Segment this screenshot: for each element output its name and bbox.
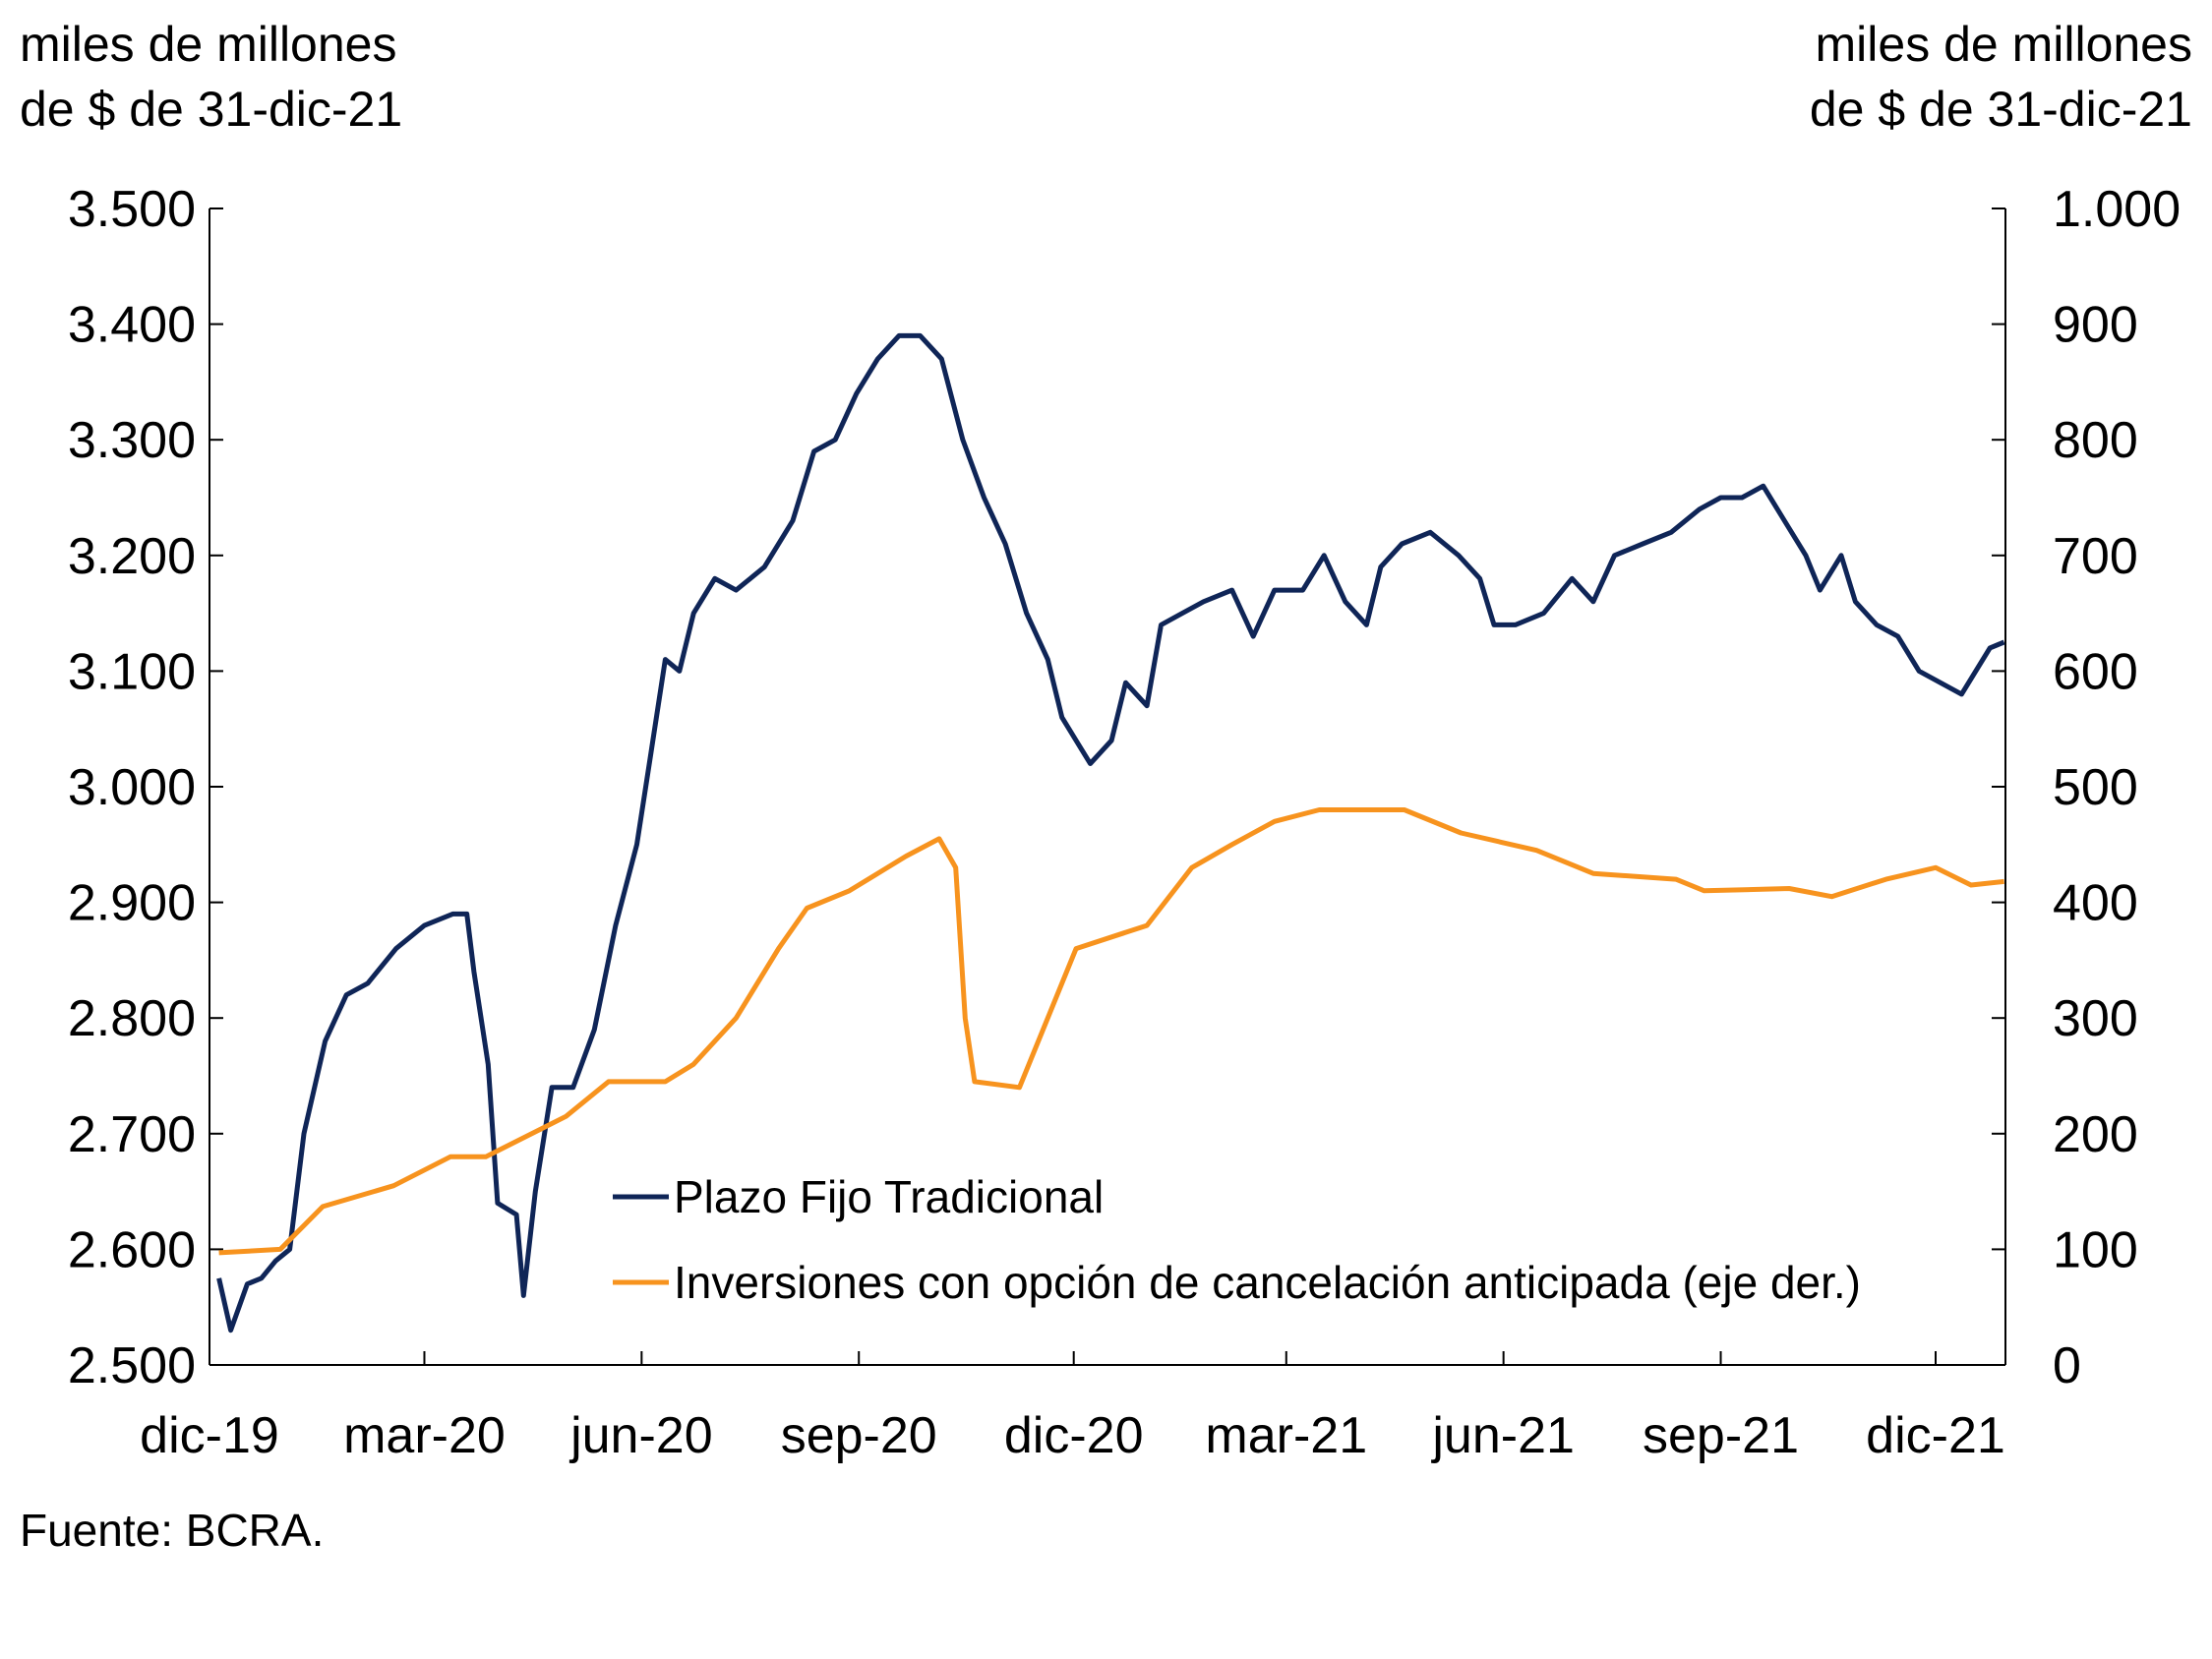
series-lines [216, 332, 2005, 1333]
left-axis-label-line2: de $ de 31-dic-21 [20, 82, 402, 137]
left-tick-label: 3.200 [68, 528, 196, 585]
left-tick-label: 3.100 [68, 643, 196, 700]
left-tick-label: 2.600 [68, 1221, 196, 1278]
right-tick-label: 700 [2053, 528, 2138, 585]
left-tick-label: 3.000 [68, 759, 196, 816]
right-tick-label: 0 [2053, 1337, 2081, 1394]
right-tick-label: 600 [2053, 643, 2138, 700]
legend-label-inversiones: Inversiones con opción de cancelación an… [674, 1257, 1861, 1308]
left-tick-label: 2.700 [68, 1106, 196, 1163]
right-axis-label-line2: de $ de 31-dic-21 [1810, 82, 2192, 137]
left-tick-label: 2.900 [68, 875, 196, 932]
x-tick-label: dic-21 [1866, 1407, 2005, 1464]
left-tick-label: 2.800 [68, 990, 196, 1047]
x-tick-label: sep-21 [1643, 1407, 1799, 1464]
x-tick-label: jun-21 [1430, 1407, 1575, 1464]
left-axis-label-line1: miles de millones [20, 17, 396, 72]
legend: Plazo Fijo Tradicional Inversiones con o… [613, 1171, 1861, 1308]
right-tick-label: 1.000 [2053, 181, 2181, 238]
left-tick-label: 3.300 [68, 412, 196, 469]
x-tick-label: dic-19 [140, 1407, 279, 1464]
left-tick-label: 3.500 [68, 181, 196, 238]
axes [209, 207, 2006, 1366]
left-tick-label: 3.400 [68, 297, 196, 354]
right-tick-label: 900 [2053, 297, 2138, 354]
x-tick-label: jun-20 [568, 1407, 713, 1464]
right-tick-label: 500 [2053, 759, 2138, 816]
series-line-plazo-fijo [216, 332, 2005, 1333]
x-tick-label: sep-20 [781, 1407, 937, 1464]
right-tick-label: 800 [2053, 412, 2138, 469]
tick-labels: 2.500 2.600 2.700 2.800 2.900 3.000 3.100 3.200… [68, 181, 2181, 1464]
right-axis-label-line1: miles de millones [1816, 17, 2192, 72]
left-tick-label: 2.500 [68, 1337, 196, 1394]
series-line-inversiones [218, 807, 2004, 1256]
right-tick-label: 200 [2053, 1106, 2138, 1163]
source-note: Fuente: BCRA. [20, 1505, 324, 1556]
right-tick-label: 300 [2053, 990, 2138, 1047]
x-tick-label: mar-20 [343, 1407, 506, 1464]
legend-label-plazo-fijo: Plazo Fijo Tradicional [674, 1171, 1104, 1222]
x-tick-label: mar-21 [1205, 1407, 1367, 1464]
right-tick-label: 100 [2053, 1221, 2138, 1278]
x-tick-label: dic-20 [1004, 1407, 1144, 1464]
right-tick-label: 400 [2053, 875, 2138, 932]
